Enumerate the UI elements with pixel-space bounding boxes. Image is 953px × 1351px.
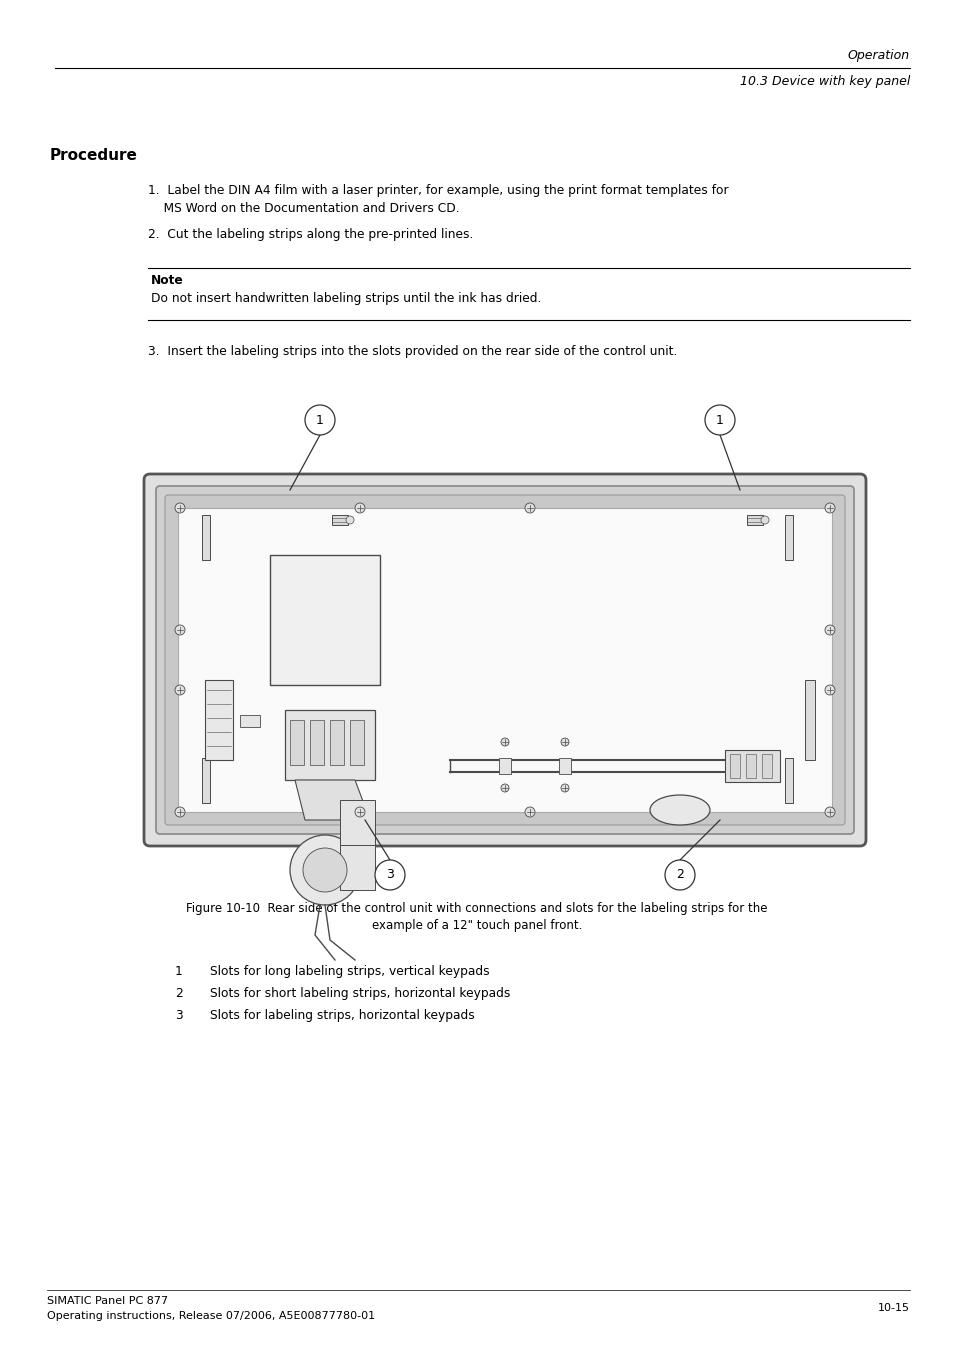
Circle shape xyxy=(375,861,405,890)
Bar xyxy=(178,508,831,812)
Circle shape xyxy=(355,503,365,513)
Bar xyxy=(804,680,814,761)
Bar xyxy=(285,711,375,780)
Bar xyxy=(339,840,375,890)
Text: Operation: Operation xyxy=(847,49,909,62)
Bar xyxy=(240,715,260,727)
FancyBboxPatch shape xyxy=(144,474,865,846)
Text: 3.  Insert the labeling strips into the slots provided on the rear side of the c: 3. Insert the labeling strips into the s… xyxy=(148,345,677,358)
Circle shape xyxy=(355,807,365,817)
Circle shape xyxy=(560,738,568,746)
Text: Procedure: Procedure xyxy=(50,149,138,163)
Text: 3: 3 xyxy=(386,869,394,881)
Circle shape xyxy=(174,685,185,694)
Text: 2.  Cut the labeling strips along the pre-printed lines.: 2. Cut the labeling strips along the pre… xyxy=(148,228,473,240)
Text: 1: 1 xyxy=(716,413,723,427)
Text: Slots for long labeling strips, vertical keypads: Slots for long labeling strips, vertical… xyxy=(210,965,489,978)
Bar xyxy=(784,758,792,802)
Text: MS Word on the Documentation and Drivers CD.: MS Word on the Documentation and Drivers… xyxy=(148,203,459,215)
Text: example of a 12" touch panel front.: example of a 12" touch panel front. xyxy=(372,919,581,932)
Bar xyxy=(724,750,780,782)
Bar xyxy=(330,720,344,765)
Text: 3: 3 xyxy=(174,1009,183,1021)
Text: Slots for labeling strips, horizontal keypads: Slots for labeling strips, horizontal ke… xyxy=(210,1009,475,1021)
Text: 1.  Label the DIN A4 film with a laser printer, for example, using the print for: 1. Label the DIN A4 film with a laser pr… xyxy=(148,184,728,197)
Bar xyxy=(205,680,233,761)
Bar xyxy=(202,515,210,561)
Circle shape xyxy=(760,516,768,524)
Bar xyxy=(202,758,210,802)
Text: Slots for short labeling strips, horizontal keypads: Slots for short labeling strips, horizon… xyxy=(210,988,510,1000)
Text: Do not insert handwritten labeling strips until the ink has dried.: Do not insert handwritten labeling strip… xyxy=(151,292,540,305)
Text: 2: 2 xyxy=(174,988,183,1000)
FancyBboxPatch shape xyxy=(165,494,844,825)
Circle shape xyxy=(500,738,509,746)
FancyBboxPatch shape xyxy=(156,486,853,834)
Circle shape xyxy=(290,835,359,905)
Circle shape xyxy=(524,503,535,513)
Circle shape xyxy=(664,861,695,890)
Circle shape xyxy=(500,784,509,792)
Circle shape xyxy=(305,405,335,435)
Text: 2: 2 xyxy=(676,869,683,881)
Bar xyxy=(350,720,364,765)
Ellipse shape xyxy=(649,794,709,825)
Circle shape xyxy=(524,807,535,817)
Text: 1: 1 xyxy=(315,413,324,427)
Circle shape xyxy=(560,784,568,792)
Bar xyxy=(310,720,324,765)
Bar xyxy=(339,800,375,844)
Text: Operating instructions, Release 07/2006, A5E00877780-01: Operating instructions, Release 07/2006,… xyxy=(47,1310,375,1321)
Bar xyxy=(270,555,379,685)
Bar xyxy=(498,758,511,774)
Bar xyxy=(729,754,740,778)
Bar xyxy=(558,758,571,774)
Circle shape xyxy=(346,516,354,524)
Circle shape xyxy=(824,807,834,817)
Text: 10-15: 10-15 xyxy=(877,1302,909,1313)
Circle shape xyxy=(174,626,185,635)
Circle shape xyxy=(174,503,185,513)
Bar xyxy=(784,515,792,561)
Bar xyxy=(746,515,762,526)
Circle shape xyxy=(824,503,834,513)
Circle shape xyxy=(174,807,185,817)
Text: 10.3 Device with key panel: 10.3 Device with key panel xyxy=(739,76,909,88)
Text: SIMATIC Panel PC 877: SIMATIC Panel PC 877 xyxy=(47,1296,168,1306)
Text: 1: 1 xyxy=(174,965,183,978)
Circle shape xyxy=(303,848,347,892)
Bar xyxy=(290,720,304,765)
Circle shape xyxy=(824,685,834,694)
Bar xyxy=(761,754,771,778)
Circle shape xyxy=(704,405,734,435)
Text: Note: Note xyxy=(151,274,184,286)
Bar xyxy=(745,754,755,778)
Bar xyxy=(332,515,348,526)
Polygon shape xyxy=(294,780,370,820)
Circle shape xyxy=(824,626,834,635)
Text: Figure 10-10  Rear side of the control unit with connections and slots for the l: Figure 10-10 Rear side of the control un… xyxy=(186,902,767,915)
